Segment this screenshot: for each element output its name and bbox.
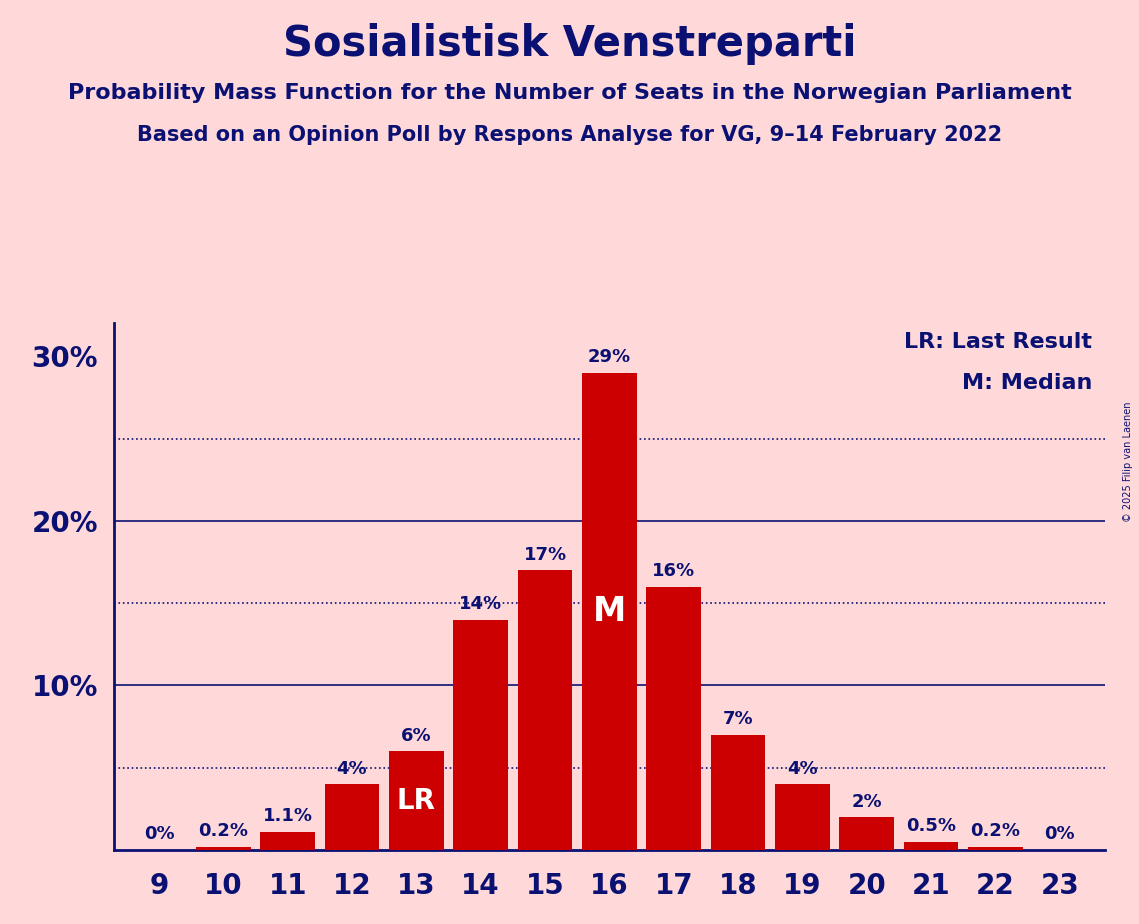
- Text: 6%: 6%: [401, 727, 432, 745]
- Bar: [453, 620, 508, 850]
- Bar: [775, 784, 829, 850]
- Text: 0%: 0%: [144, 825, 174, 844]
- Text: 14%: 14%: [459, 595, 502, 614]
- Text: Probability Mass Function for the Number of Seats in the Norwegian Parliament: Probability Mass Function for the Number…: [67, 83, 1072, 103]
- Bar: [646, 587, 702, 850]
- Text: 29%: 29%: [588, 348, 631, 366]
- Text: 16%: 16%: [653, 562, 695, 580]
- Bar: [390, 751, 444, 850]
- Bar: [325, 784, 379, 850]
- Text: 4%: 4%: [337, 760, 367, 778]
- Text: M: M: [592, 595, 626, 628]
- Bar: [517, 570, 573, 850]
- Text: LR: LR: [396, 786, 436, 815]
- Text: © 2025 Filip van Laenen: © 2025 Filip van Laenen: [1123, 402, 1133, 522]
- Bar: [582, 372, 637, 850]
- Bar: [839, 817, 894, 850]
- Text: 0.5%: 0.5%: [907, 817, 956, 835]
- Bar: [968, 846, 1023, 850]
- Bar: [196, 846, 251, 850]
- Text: 0%: 0%: [1044, 825, 1075, 844]
- Bar: [903, 842, 958, 850]
- Text: 17%: 17%: [524, 546, 566, 564]
- Text: 2%: 2%: [852, 793, 882, 810]
- Text: 0.2%: 0.2%: [198, 822, 248, 840]
- Bar: [711, 735, 765, 850]
- Text: 4%: 4%: [787, 760, 818, 778]
- Text: 1.1%: 1.1%: [263, 808, 312, 825]
- Text: Based on an Opinion Poll by Respons Analyse for VG, 9–14 February 2022: Based on an Opinion Poll by Respons Anal…: [137, 125, 1002, 145]
- Text: 0.2%: 0.2%: [970, 822, 1021, 840]
- Text: Sosialistisk Venstreparti: Sosialistisk Venstreparti: [282, 23, 857, 65]
- Text: LR: Last Result: LR: Last Result: [904, 332, 1092, 352]
- Text: M: Median: M: Median: [961, 372, 1092, 393]
- Text: 7%: 7%: [723, 711, 753, 728]
- Bar: [261, 832, 316, 850]
